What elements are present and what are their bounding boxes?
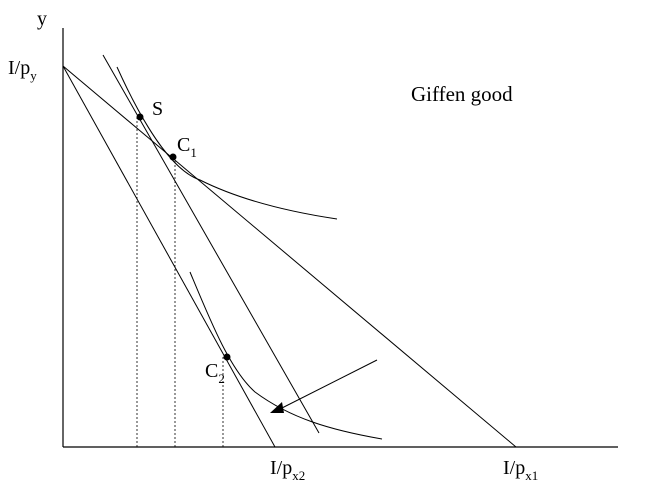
shift-arrow-shaft — [277, 359, 378, 411]
x-intercept-label-x1: I/px1 — [503, 457, 538, 483]
budget-line-1 — [62, 65, 517, 448]
point-c1-label: C1 — [177, 134, 197, 160]
x-intercept-label-x2: I/px2 — [270, 457, 305, 483]
indifference-curve-upper — [116, 66, 338, 220]
diagram-title: Giffen good — [411, 82, 513, 106]
shift-arrow-head — [270, 402, 284, 413]
point-c1 — [169, 153, 177, 161]
point-c2 — [223, 353, 231, 361]
budget-line-2 — [62, 65, 276, 448]
indifference-curve-lower — [189, 271, 383, 440]
point-c2-label: C2 — [205, 360, 225, 386]
point-s-label: S — [152, 98, 163, 120]
y-axis-label: y — [37, 8, 47, 30]
y-intercept-label: I/py — [8, 57, 37, 83]
point-s — [136, 113, 144, 121]
